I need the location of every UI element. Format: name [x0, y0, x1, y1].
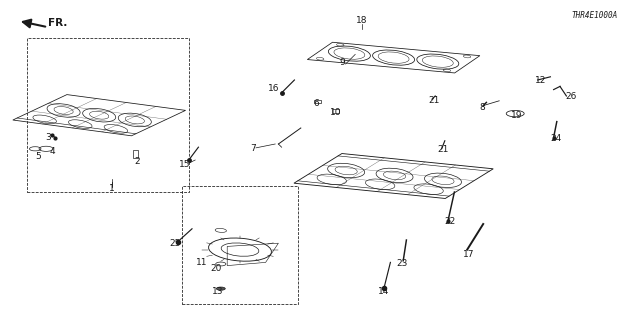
Text: 10: 10 — [330, 108, 341, 117]
Text: 19: 19 — [511, 111, 523, 120]
Bar — [332, 109, 339, 113]
Text: 11: 11 — [196, 258, 207, 267]
Text: 20: 20 — [211, 264, 222, 273]
Text: 12: 12 — [535, 76, 547, 85]
Text: 26: 26 — [566, 92, 577, 101]
Text: 15: 15 — [179, 160, 190, 169]
Ellipse shape — [216, 287, 225, 290]
Text: 7: 7 — [250, 144, 255, 153]
Bar — [27, 38, 189, 192]
Text: 2: 2 — [134, 157, 140, 166]
Text: 24: 24 — [550, 134, 561, 143]
Text: 14: 14 — [378, 287, 390, 296]
Text: 17: 17 — [463, 250, 474, 259]
Text: 23: 23 — [396, 259, 408, 268]
Text: 18: 18 — [356, 16, 367, 25]
Text: FR.: FR. — [48, 18, 67, 28]
Text: 4: 4 — [50, 147, 55, 156]
Bar — [314, 100, 321, 103]
Text: 21: 21 — [428, 96, 440, 105]
Text: 13: 13 — [212, 287, 223, 296]
Text: 25: 25 — [170, 239, 181, 248]
Bar — [182, 186, 298, 304]
Text: 22: 22 — [444, 217, 456, 226]
Bar — [133, 150, 138, 158]
Text: 5: 5 — [36, 152, 41, 161]
Text: 21: 21 — [437, 145, 449, 154]
Text: 8: 8 — [480, 103, 485, 112]
Text: 3: 3 — [45, 133, 51, 142]
Text: 1: 1 — [109, 184, 115, 193]
Text: 16: 16 — [268, 84, 280, 93]
Text: 6: 6 — [314, 99, 319, 108]
Text: THR4E1000A: THR4E1000A — [572, 11, 618, 20]
Text: 9: 9 — [340, 58, 345, 67]
